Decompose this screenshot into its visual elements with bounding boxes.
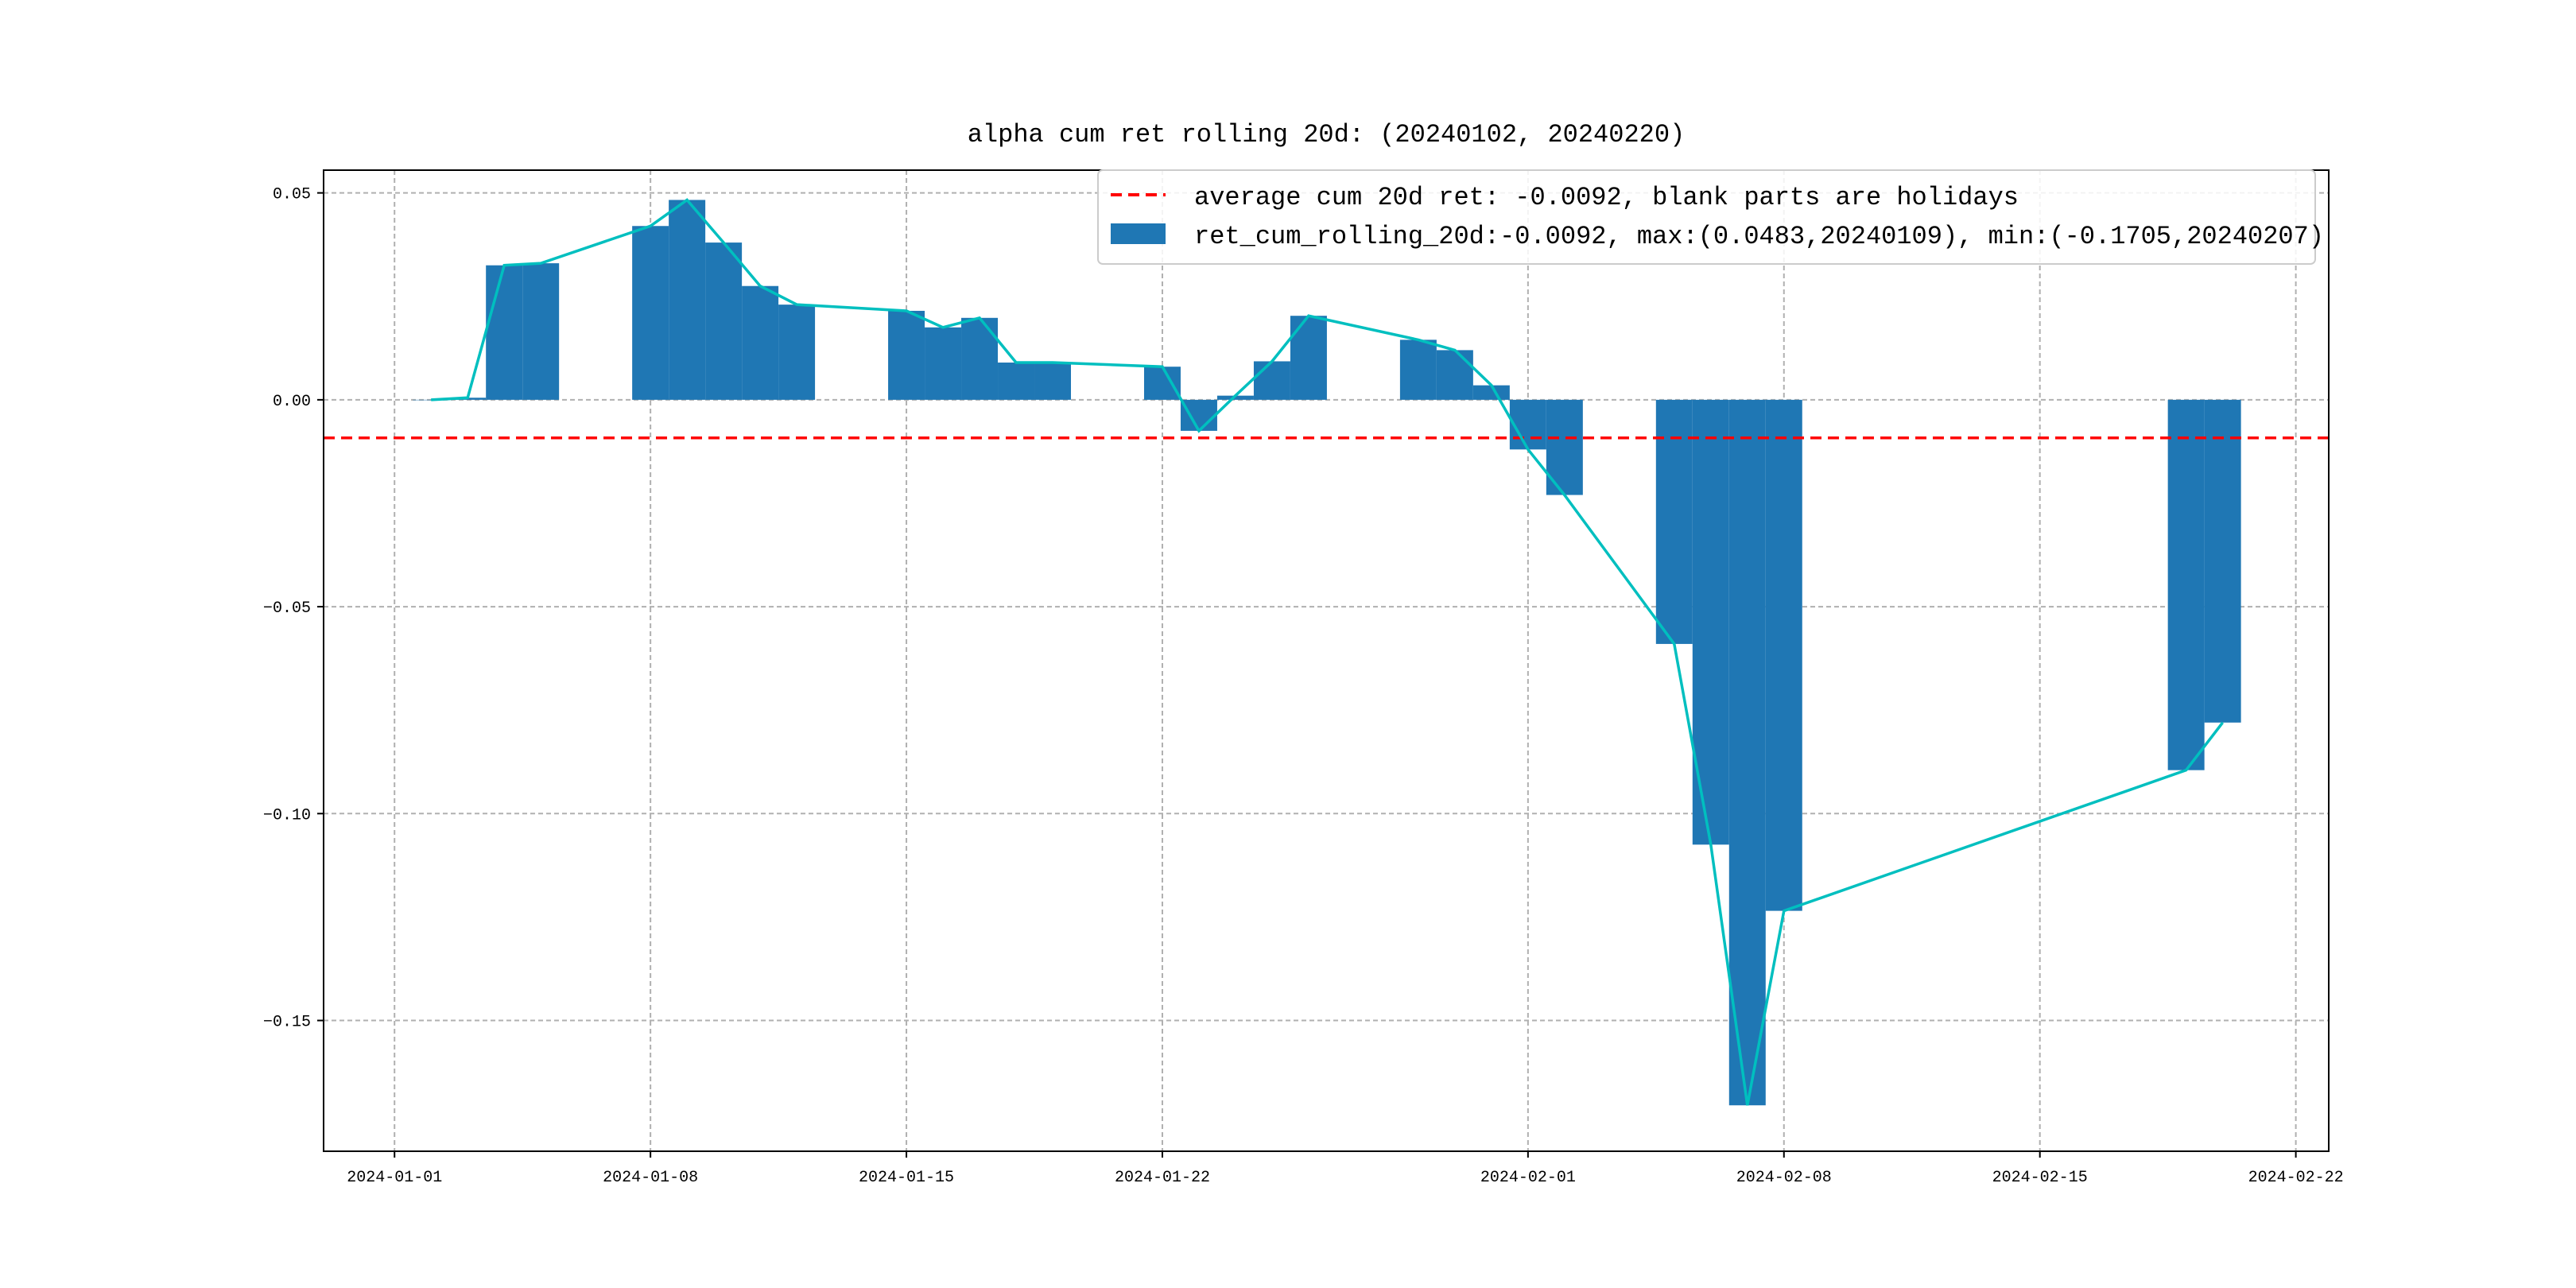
- series-line: [431, 198, 2224, 1106]
- bar: [961, 317, 999, 400]
- y-tick-label: 0.05: [273, 186, 311, 204]
- bar: [1472, 385, 1510, 400]
- bar: [669, 200, 706, 400]
- bar: [1436, 350, 1473, 400]
- bar: [1399, 339, 1437, 400]
- bar: [1290, 316, 1327, 400]
- bar: [888, 310, 925, 400]
- bar: [778, 305, 816, 400]
- bar: [705, 242, 743, 400]
- legend-avg-label: average cum 20d ret: -0.0092, blank part…: [1194, 183, 2019, 212]
- x-tick-label: 2024-01-15: [859, 1169, 954, 1187]
- bar: [1728, 399, 1766, 1106]
- bar: [1180, 399, 1217, 431]
- cum-ret-line: [431, 198, 2224, 1106]
- x-tick-label: 2024-01-08: [603, 1169, 698, 1187]
- y-tick-label: −0.10: [263, 806, 311, 824]
- bar: [2167, 399, 2205, 770]
- bar: [1034, 363, 1072, 400]
- x-tick-label: 2024-02-15: [1992, 1169, 2088, 1187]
- bar: [998, 363, 1035, 400]
- y-axis: 0.05 0.00 −0.05 −0.10 −0.15: [263, 186, 324, 1032]
- bar: [413, 399, 450, 401]
- y-tick-label: −0.15: [263, 1014, 311, 1032]
- x-axis: 2024-01-01 2024-01-08 2024-01-15 2024-01-22…: [347, 1151, 2344, 1187]
- x-tick-label: 2024-02-22: [2248, 1169, 2344, 1187]
- bars: [413, 200, 2241, 1106]
- bar: [1655, 399, 1693, 644]
- bar: [1765, 399, 1802, 911]
- bar: [486, 265, 523, 400]
- bar: [925, 327, 962, 400]
- legend: average cum 20d ret: -0.0092, blank part…: [1097, 169, 2324, 265]
- x-tick-label: 2024-01-01: [347, 1169, 442, 1187]
- bar: [742, 285, 779, 400]
- bar: [1253, 361, 1290, 400]
- legend-bar-label: ret_cum_rolling_20d:-0.0092, max:(0.0483…: [1194, 222, 2324, 251]
- legend-box: [1097, 169, 2316, 265]
- x-tick-label: 2024-02-01: [1480, 1169, 1576, 1187]
- x-tick-label: 2024-02-08: [1736, 1169, 1832, 1187]
- x-tick-label: 2024-01-22: [1115, 1169, 1210, 1187]
- y-tick-label: 0.00: [273, 393, 311, 411]
- bar: [1143, 367, 1181, 400]
- bar: [1216, 395, 1254, 400]
- y-tick-label: −0.05: [263, 599, 311, 618]
- bar: [632, 226, 669, 400]
- bar: [2204, 399, 2241, 723]
- legend-bar-swatch: [1111, 223, 1166, 244]
- bar: [522, 263, 560, 400]
- chart-title: alpha cum ret rolling 20d: (20240102, 20…: [968, 120, 1686, 149]
- bar: [1509, 399, 1546, 450]
